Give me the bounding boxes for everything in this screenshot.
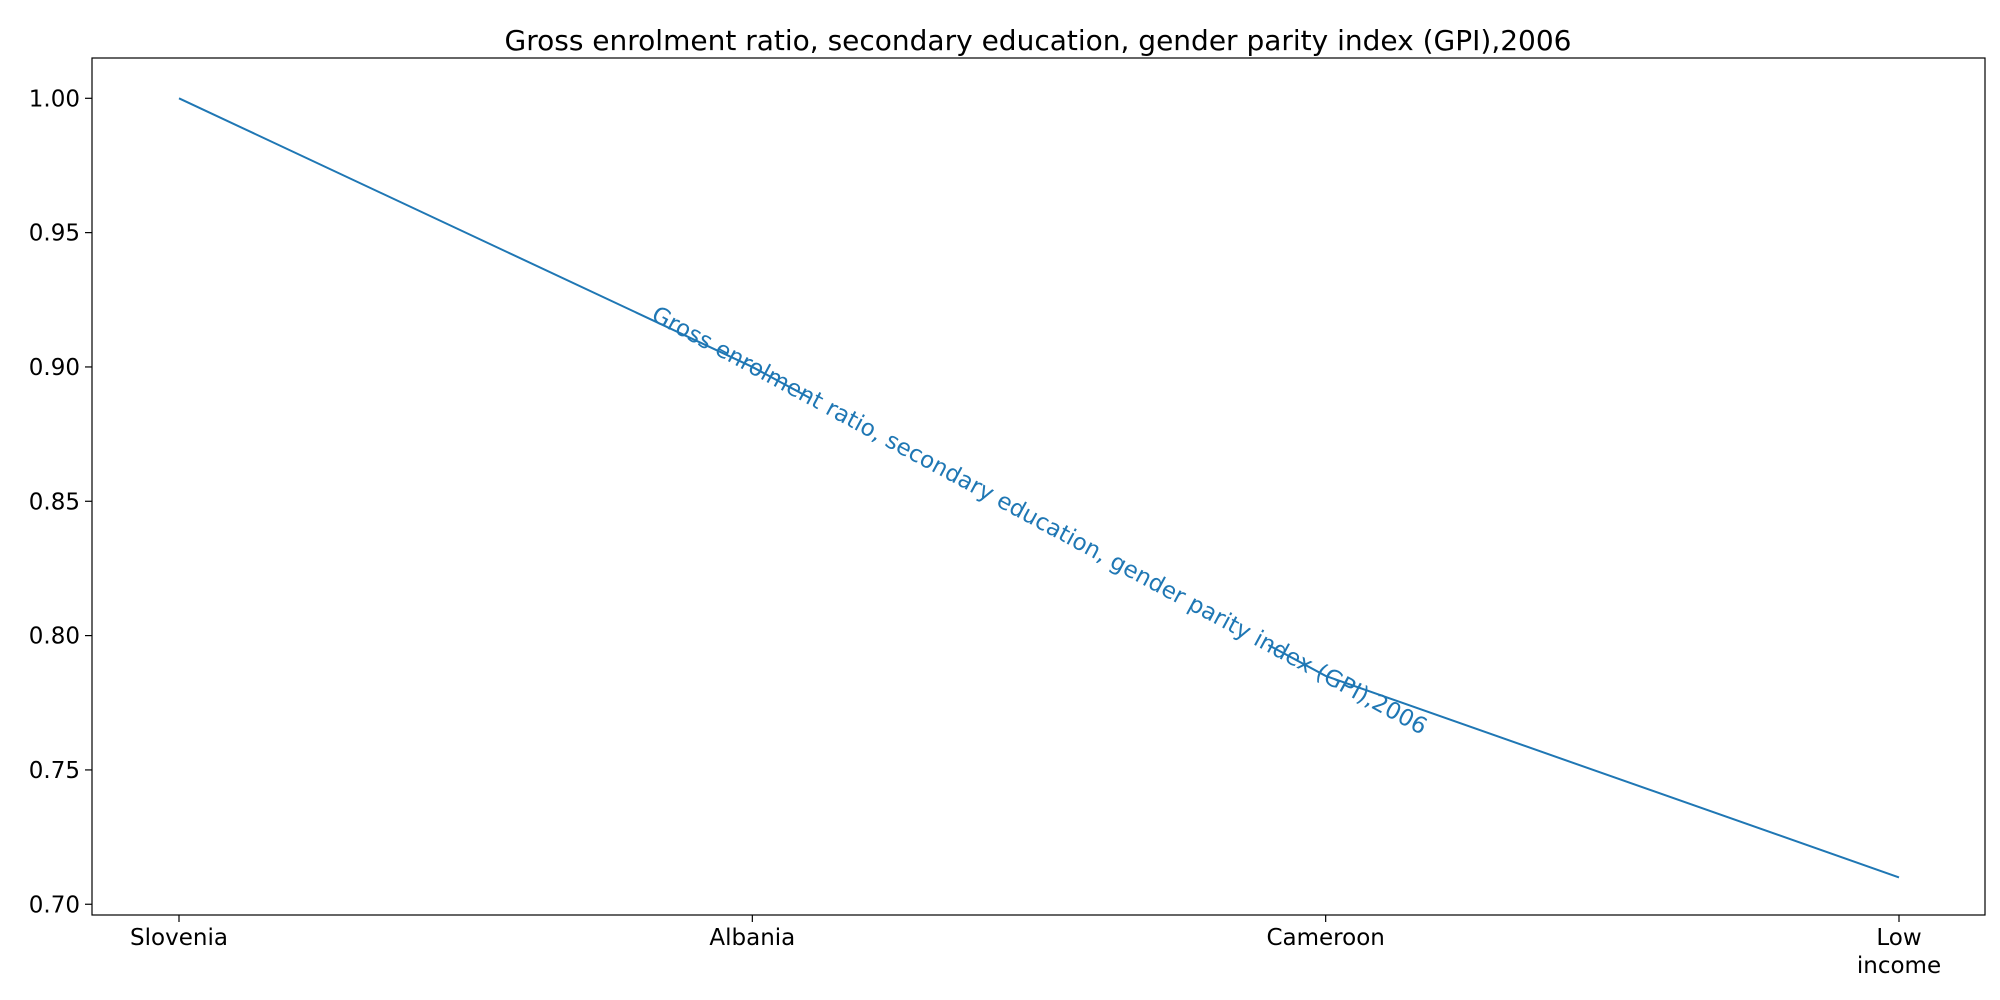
x-tick-label: Slovenia bbox=[130, 925, 228, 951]
y-tick-label: 0.85 bbox=[29, 489, 80, 515]
x-tick-label: Cameroon bbox=[1266, 925, 1384, 951]
y-tick-label: 0.90 bbox=[29, 355, 80, 381]
y-tick-label: 0.70 bbox=[29, 892, 80, 918]
y-tick-label: 0.75 bbox=[29, 758, 80, 784]
x-tick-label: Low income bbox=[1857, 925, 1941, 979]
plot-area-frame bbox=[91, 57, 1986, 916]
series-layer: Gross enrolment ratio, secondary educati… bbox=[178, 97, 1900, 879]
chart-title: Gross enrolment ratio, secondary educati… bbox=[505, 24, 1572, 57]
y-axis: 0.70 0.75 0.80 0.85 0.90 0.95 1.00 bbox=[29, 86, 92, 918]
x-tick-label: Albania bbox=[709, 925, 795, 951]
y-tick-label: 1.00 bbox=[29, 86, 80, 112]
series-inline-label: Gross enrolment ratio, secondary educati… bbox=[647, 302, 1431, 741]
x-axis: Slovenia Albania Cameroon Low income bbox=[130, 915, 1941, 979]
y-tick-label: 0.80 bbox=[29, 624, 80, 650]
series-line-segment bbox=[178, 97, 811, 399]
y-tick-label: 0.95 bbox=[29, 221, 80, 247]
series-line-segment bbox=[1267, 644, 1900, 879]
